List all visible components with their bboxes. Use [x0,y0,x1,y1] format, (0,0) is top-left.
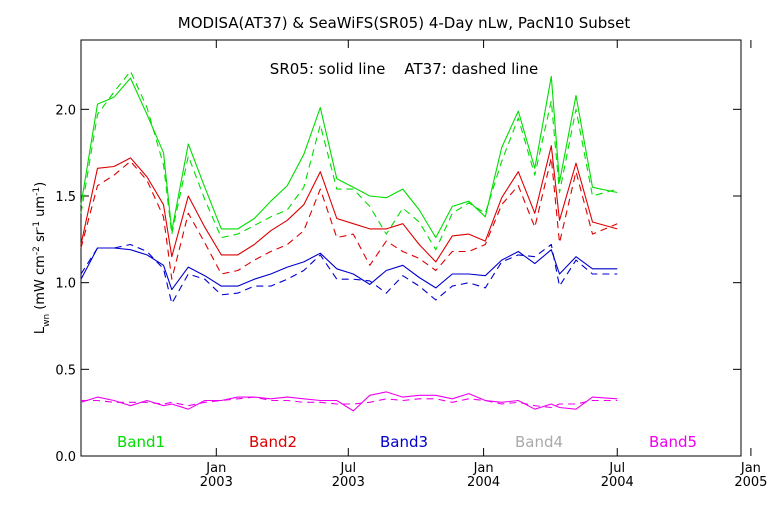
series-line-8-dashed [81,396,618,409]
x-tick-year: 2005 [734,475,767,490]
y-tick-label: 1.0 [55,277,76,292]
y-tick-label: 2.0 [55,103,76,118]
y-tick-label: 1.5 [55,190,76,205]
y-label-base: L [33,326,48,334]
legend-entry-band2: Band2 [249,433,297,451]
x-tick-year: 2004 [601,475,634,490]
x-tick-month: Jan [205,461,226,476]
legend-entry-band4: Band4 [515,433,563,451]
x-tick-year: 2004 [467,475,500,490]
x-tick-month: Jul [339,461,356,476]
x-tick-year: 2003 [200,475,233,490]
y-label-sup1: -2 [32,246,42,255]
series-line-7-solid [80,391,618,412]
x-tick-month: Jul [608,461,625,476]
series-line-2-dashed [80,70,618,251]
series-line-4-dashed [80,157,618,280]
y-tick-label: 0.5 [55,363,76,378]
series-line-1-solid [80,75,618,239]
axis-ticks: 0.00.51.01.52.0Jan2003Jul2003Jan2004Jul2… [55,40,767,490]
x-tick-month: Jan [473,461,494,476]
series-line-6-dashed [80,243,618,305]
y-tick-label: 0.0 [55,450,76,465]
x-tick-month: Jan [740,461,761,476]
y-label-unit-open: (mW cm [33,255,48,314]
plot-area: 0.00.51.01.52.0Jan2003Jul2003Jan2004Jul2… [55,39,767,490]
series-line-3-solid [80,145,618,263]
y-label-mid1: sr [33,229,48,246]
series-group [80,70,618,412]
legend-entry-band5: Band5 [649,433,697,451]
y-label-sup3: -1 [32,187,42,196]
y-label-sup2: -1 [32,221,42,230]
y-label-unit-close: ) [33,182,48,187]
x-tick-year: 2003 [332,475,365,490]
legend: Band1 Band2 Band3 Band4 Band5 [117,433,697,451]
y-axis-label: Lwn (mW cm-2 sr-1 um-1) [32,182,52,334]
legend-entry-band1: Band1 [117,433,165,451]
chart-title: MODISA(AT37) & SeaWiFS(SR05) 4-Day nLw, … [178,14,631,32]
y-label-mid2: um [33,196,48,221]
y-label-base-sub: wn [42,314,52,327]
line-style-note: SR05: solid line AT37: dashed line [270,60,538,78]
legend-entry-band3: Band3 [380,433,428,451]
series-line-5-solid [80,247,618,291]
